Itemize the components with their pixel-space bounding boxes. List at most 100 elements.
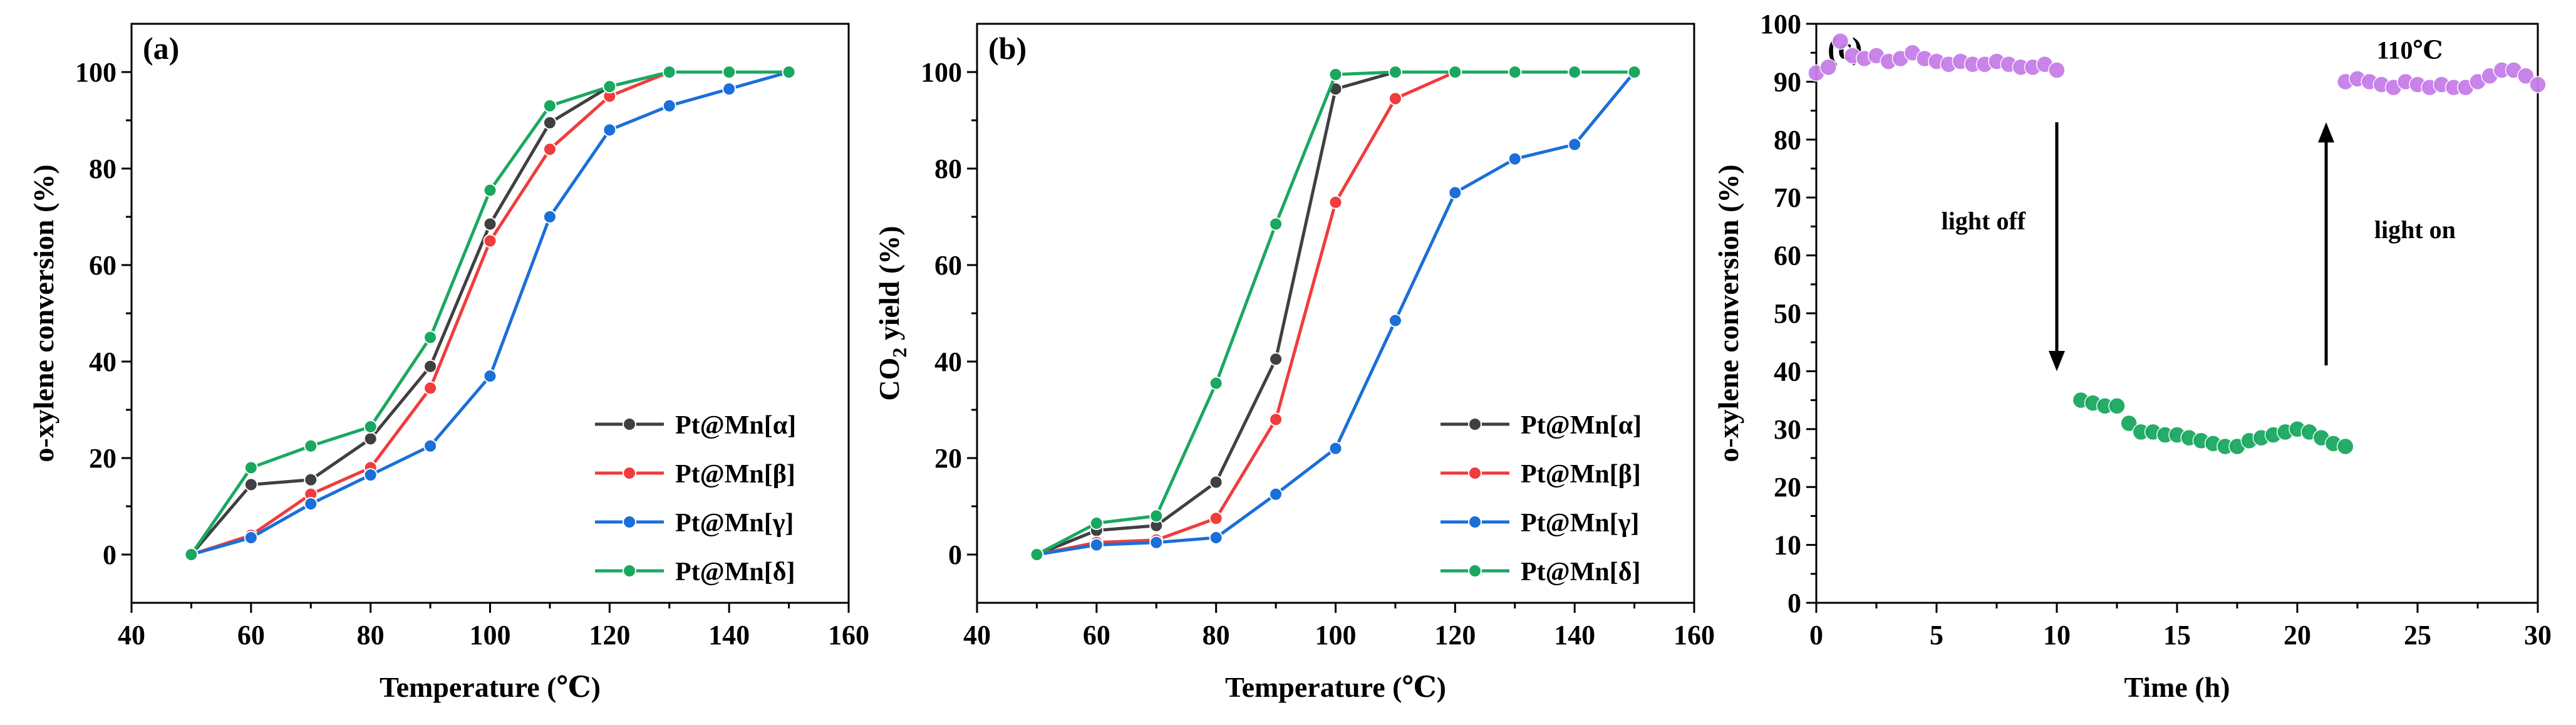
y-tick-label: 60 [1774, 241, 1801, 271]
data-point [1388, 65, 1402, 79]
data-point [1388, 91, 1402, 106]
x-tick-label: 10 [2043, 620, 2071, 650]
data-point [483, 217, 497, 231]
y-tick-label: 60 [934, 250, 962, 281]
data-point [1568, 137, 1582, 152]
y-tick-label: 10 [1774, 530, 1801, 561]
data-point [542, 210, 557, 224]
y-tick-label: 70 [1774, 182, 1801, 213]
x-tick-label: 100 [470, 620, 511, 650]
x-tick-label: 80 [357, 620, 385, 650]
y-tick-label: 80 [1774, 125, 1801, 155]
data-point [483, 369, 497, 383]
data-point [1030, 548, 1044, 561]
legend-marker [623, 417, 636, 431]
data-point [304, 439, 318, 453]
data-point [423, 381, 438, 395]
x-tick-label: 0 [1809, 620, 1823, 650]
data-point [1388, 313, 1402, 328]
data-point [1149, 535, 1164, 550]
data-point [662, 98, 676, 113]
panel-b-chart: 40 60 80 100 120 140 160 0 20 40 60 80 100 Temperatur… [873, 23, 1715, 703]
data-point [1568, 65, 1582, 79]
data-point [782, 65, 796, 79]
data-point [1831, 32, 1849, 50]
legend-entry: Pt@Mn[β] [675, 460, 795, 489]
x-tick-label: 120 [1434, 620, 1476, 650]
data-point [1269, 412, 1283, 427]
panel-a-chart: 40 60 80 100 120 140 160 0 20 40 60 80 100 Temperatur… [28, 23, 869, 703]
x-tick-label: 160 [1673, 620, 1715, 650]
data-point [363, 419, 378, 434]
legend-marker [623, 515, 636, 529]
y-tick-label: 30 [1774, 414, 1801, 445]
temperature-label: 110℃ [2377, 36, 2443, 65]
legend-marker [1468, 417, 1482, 431]
y-axis-title-main: CO [873, 358, 905, 401]
y-tick-label: 0 [1787, 588, 1801, 618]
data-point [542, 142, 557, 157]
data-point [2529, 76, 2547, 93]
x-tick-label: 5 [1930, 620, 1943, 650]
data-point [483, 183, 497, 197]
y-tick-label: 20 [934, 443, 962, 474]
x-tick-label: 140 [1554, 620, 1595, 650]
y-tick-label: 100 [1760, 9, 1801, 39]
data-point [662, 65, 676, 79]
data-point [423, 439, 438, 453]
data-point [1089, 538, 1104, 552]
legend-entry: Pt@Mn[γ] [1521, 509, 1639, 538]
x-tick-label: 40 [118, 620, 145, 650]
data-point [603, 80, 617, 94]
x-tick-label: 25 [2404, 620, 2431, 650]
legend-entry: Pt@Mn[γ] [675, 509, 794, 538]
y-tick-label: 20 [1774, 472, 1801, 503]
y-tick-label: 80 [934, 154, 962, 184]
legend-marker [623, 564, 636, 578]
data-point [722, 81, 737, 96]
data-point [1209, 376, 1223, 390]
data-point [1328, 195, 1343, 209]
data-point [2517, 67, 2535, 85]
legend-marker [1468, 564, 1482, 578]
data-point [2048, 61, 2066, 79]
legend-marker [1468, 466, 1482, 480]
y-axis-title-subscript: 2 [888, 348, 911, 358]
x-tick-label: 15 [2163, 620, 2191, 650]
x-tick-label: 40 [963, 620, 991, 650]
data-point [1508, 152, 1522, 166]
x-axis-title: Temperature (℃) [1225, 671, 1446, 703]
x-tick-label: 80 [1203, 620, 1230, 650]
data-point [1149, 509, 1164, 523]
panel-label: (a) [143, 31, 179, 66]
data-point [542, 115, 557, 130]
data-point [363, 467, 378, 482]
legend-entry: Pt@Mn[β] [1521, 460, 1641, 489]
data-point [244, 531, 258, 545]
data-point [1448, 185, 1462, 200]
data-point [2120, 414, 2138, 432]
y-axis-title: o-xylene conversion (%) [1712, 164, 1744, 462]
x-tick-label: 160 [828, 620, 869, 650]
plot-frame [1815, 23, 2539, 604]
data-point [1209, 511, 1223, 526]
x-tick-label: 120 [589, 620, 630, 650]
data-point [244, 461, 258, 475]
data-point [363, 432, 378, 446]
data-point [2108, 397, 2126, 415]
y-tick-label: 0 [948, 540, 962, 570]
y-tick-label: 0 [103, 540, 116, 570]
panel-label: (b) [988, 31, 1027, 66]
legend-marker [1468, 515, 1482, 529]
light-on-arrow-head [2318, 122, 2335, 143]
light-on-label: light on [2374, 216, 2456, 244]
light-off-label: light off [1942, 207, 2026, 235]
data-point [722, 65, 737, 79]
data-point [603, 123, 617, 137]
data-point [304, 472, 318, 487]
x-tick-label: 140 [708, 620, 750, 650]
data-point [2337, 437, 2354, 456]
x-axis-title: Temperature (℃) [380, 671, 601, 703]
y-axis-title: CO2 yield (%) [873, 226, 911, 400]
data-point [184, 548, 199, 561]
